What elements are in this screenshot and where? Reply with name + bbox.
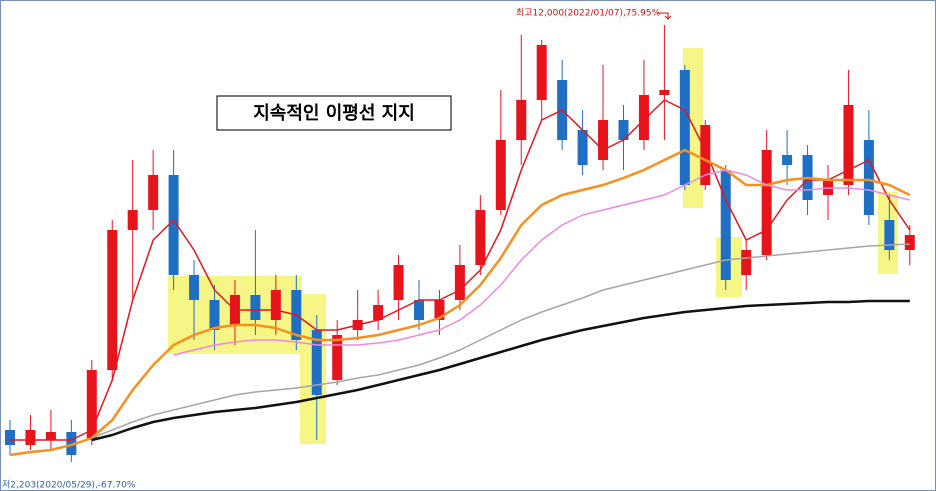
candle-body [373,305,384,320]
candle-body [454,265,465,300]
high-annotation: 최고12,000(2022/01/07),75.95% [516,8,661,19]
moving-average [173,169,910,356]
candle-body [209,300,220,330]
candle-body [25,430,36,445]
candle-body [516,100,527,140]
candle-body [659,90,670,95]
candle-body [5,430,15,445]
plot [5,25,915,462]
candle-body [741,250,752,275]
moving-average [91,299,910,442]
low-annotation: 저2,203(2020/05/29),-67.70% [2,480,136,491]
candle-body [189,275,200,300]
candle-body [475,210,486,265]
candle-body [434,300,445,320]
candle-body [904,235,915,250]
candle-body [168,175,179,275]
candle-body [536,45,547,100]
candle-body [577,130,588,165]
candle-body [270,290,281,320]
moving-average [10,99,911,441]
candle-body [720,170,731,280]
candle-body [679,70,690,185]
candle-body [393,265,404,300]
candle-body [843,105,854,185]
candle-body [107,230,118,370]
candle-body [782,155,793,165]
candle-body [863,140,874,215]
candle-body [598,120,609,160]
candle-body [618,120,629,140]
moving-average [9,148,911,457]
moving-average [91,243,910,439]
chart-label: 지속적인 이평선 지지 [253,103,415,124]
candle-body [66,432,77,455]
annotation-arrow [657,12,672,20]
candle-body [884,220,895,250]
label-box [216,95,452,131]
candle-body [148,175,159,210]
candle-body [311,330,322,395]
candle-body [332,335,343,380]
candle-body [700,125,711,185]
candle-body [250,295,261,320]
candle-body [127,210,138,230]
candle-body [86,370,97,440]
candle-body [495,140,506,210]
candle-body [45,432,56,440]
candle-body [638,95,649,140]
candle-body [414,300,424,320]
candle-body [761,150,772,255]
